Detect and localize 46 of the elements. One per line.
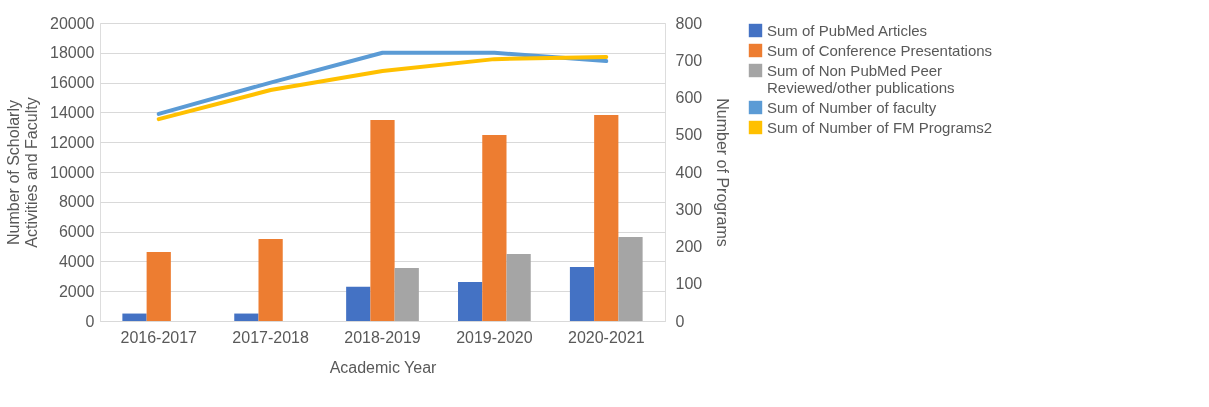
bar	[569, 267, 595, 321]
y-tick-label: 10000	[50, 163, 95, 181]
y2-tick-label: 600	[675, 89, 703, 106]
bar	[506, 253, 531, 321]
x-tick-label: 2017-2018	[232, 328, 309, 346]
y2-tick-label: 300	[675, 200, 703, 218]
bar	[346, 286, 371, 321]
y2-axis-title: Number of Programs	[714, 98, 732, 247]
legend-label: Sum of Number of faculty	[767, 98, 937, 116]
y-tick-label: 8000	[58, 193, 95, 211]
y2-tick-label: 500	[675, 126, 703, 144]
bar	[370, 120, 395, 321]
bar	[594, 114, 619, 321]
y-tick-label: 6000	[58, 223, 95, 241]
legend-label: Sum of Number of FM Programs2	[767, 118, 993, 136]
y2-tick-label: 400	[675, 163, 703, 181]
bar	[458, 281, 483, 321]
y-tick-label: 0	[85, 312, 95, 330]
x-tick-label: 2016-2017	[120, 328, 198, 346]
y-tick-label: 18000	[50, 44, 95, 62]
y-tick-label: 4000	[58, 252, 95, 270]
y2-tick-label: 800	[675, 14, 703, 32]
legend-label: Sum of PubMed Articles	[767, 21, 928, 39]
y2-tick-label: 700	[675, 51, 703, 69]
bar	[618, 236, 643, 321]
y2-tick-label: 0	[675, 312, 685, 330]
x-tick-label: 2018-2019	[344, 328, 421, 346]
y-tick-label: 16000	[50, 74, 95, 92]
bar	[258, 239, 283, 321]
y-tick-label: 20000	[50, 14, 95, 32]
y2-tick-label: 100	[675, 275, 703, 293]
bar	[146, 252, 171, 321]
legend-label: Sum of Conference Presentations	[767, 41, 993, 59]
bar	[394, 267, 419, 321]
y-tick-label: 14000	[50, 103, 95, 121]
y-tick-label: 2000	[58, 282, 95, 300]
x-axis-title: Academic Year	[329, 358, 438, 376]
y2-tick-label: 200	[675, 238, 703, 255]
x-tick-label: 2020-2021	[568, 328, 645, 346]
y-tick-label: 12000	[50, 133, 95, 151]
bar	[482, 135, 507, 321]
y-axis-title: Number of Scholarly Activities and Faculty	[5, 97, 41, 248]
bar	[122, 313, 147, 321]
legend-label: Sum of Non PubMed Peer Reviewed/other publications	[767, 61, 955, 96]
x-tick-label: 2019-2020	[456, 328, 533, 346]
bar	[234, 313, 259, 321]
